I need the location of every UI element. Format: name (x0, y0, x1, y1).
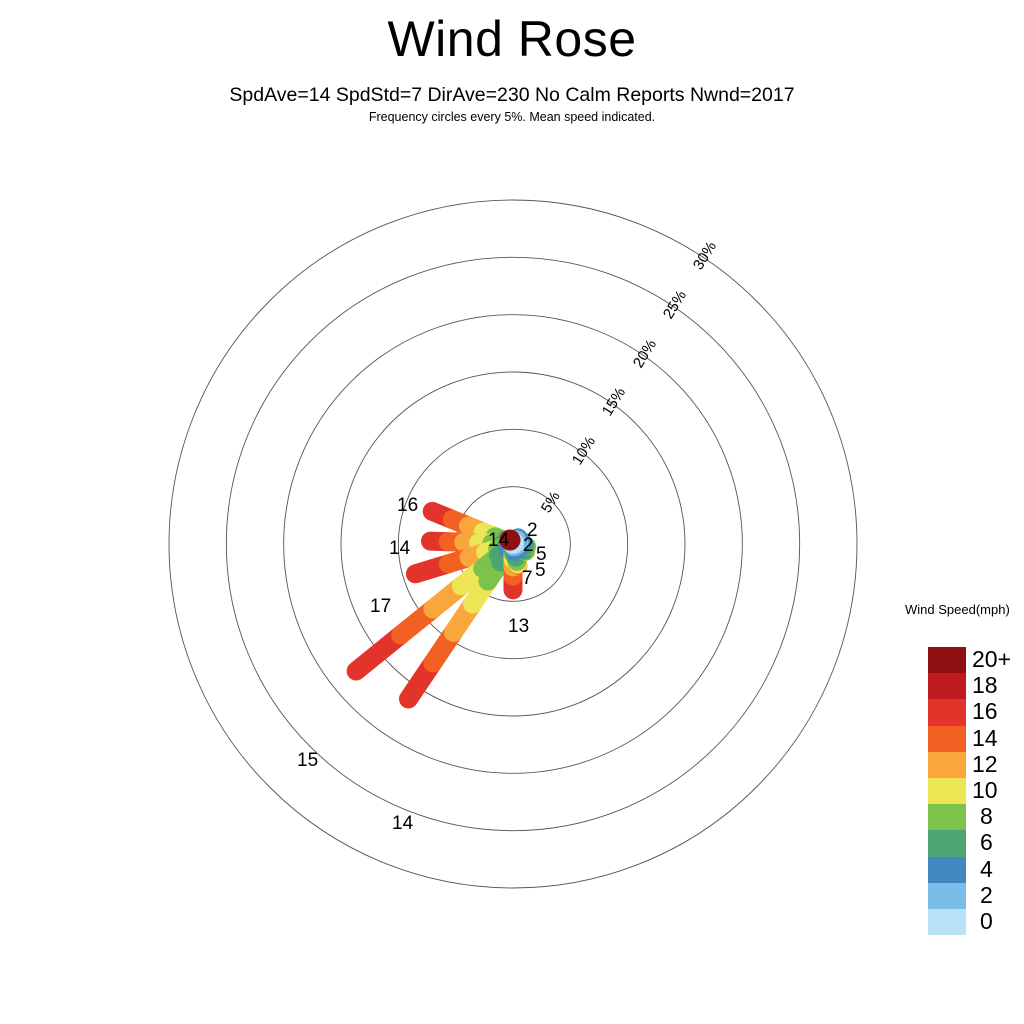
legend-row[interactable]: 8 (928, 803, 993, 831)
petal-hub (499, 529, 521, 551)
legend-row[interactable]: 2 (928, 882, 993, 909)
frequency-ring (168, 199, 858, 889)
legend-color-swatch (928, 830, 966, 857)
legend-row[interactable]: 14 (928, 725, 998, 752)
petal-mean-speed-label: 16 (397, 495, 419, 516)
frequency-ring (283, 314, 743, 774)
legend-label: 20+ (972, 646, 1012, 672)
petal-segment (346, 625, 411, 681)
legend-row[interactable]: 10 (928, 777, 998, 805)
legend-row[interactable]: 20+ (928, 646, 1011, 674)
legend-color-swatch (928, 751, 966, 778)
legend-row[interactable]: 0 (928, 908, 993, 936)
legend-row[interactable]: 4 (928, 856, 993, 883)
petal-mean-speed-label: 17 (370, 596, 392, 617)
legend-label: 6 (980, 829, 993, 856)
petal-mean-speed-label: 5 (536, 544, 547, 565)
legend-label: 10 (972, 776, 998, 803)
legend-color-swatch (928, 856, 966, 883)
petal-mean-speed-label: 7 (522, 568, 533, 589)
petal-mean-speed-label: 2 (523, 535, 534, 556)
chart-subtitle-secondary: Frequency circles every 5%. Mean speed i… (368, 110, 656, 124)
legend-color-swatch (928, 647, 966, 674)
legend-label: 18 (972, 672, 998, 699)
frequency-ring (397, 428, 629, 660)
legend-label: 4 (980, 855, 993, 882)
chart-subtitle: SpdAve=14 SpdStd=7 DirAve=230 No Calm Re… (229, 84, 795, 106)
legend-label: 0 (980, 907, 993, 934)
legend-label: 16 (972, 698, 998, 725)
legend-color-swatch (928, 725, 966, 752)
petal-mean-speed-label: 15 (297, 750, 319, 771)
legend-row[interactable]: 6 (928, 829, 993, 857)
legend-color-swatch (928, 804, 966, 831)
chart-title: Wind Rose (387, 11, 637, 67)
petal-mean-speed-label: 2 (527, 520, 538, 541)
frequency-ring (225, 256, 801, 832)
petal-mean-speed-label: 14 (389, 538, 411, 559)
wind-petals (346, 501, 537, 709)
legend-label: 2 (980, 881, 993, 908)
petal-mean-speed-label: 14 (392, 813, 414, 834)
legend: 20+ 18 16 14 12 10 8 6 4 2 0 (928, 646, 1011, 936)
legend-row[interactable]: 16 (928, 698, 998, 726)
frequency-ring (340, 371, 686, 717)
legend-label: 14 (972, 724, 998, 751)
petal-mean-speed-label: 13 (508, 616, 530, 637)
legend-color-swatch (928, 673, 966, 700)
legend-color-swatch (928, 699, 966, 726)
petal-mean-speed-label: 14 (488, 530, 510, 551)
legend-color-swatch (928, 777, 966, 805)
legend-label: 8 (980, 803, 993, 830)
legend-color-swatch (928, 882, 966, 909)
legend-color-swatch (928, 908, 966, 936)
legend-row[interactable]: 12 (928, 751, 998, 778)
legend-row[interactable]: 18 (928, 672, 998, 700)
legend-label: 12 (972, 750, 998, 777)
frequency-rings (168, 199, 858, 889)
legend-title: Wind Speed(mph) (905, 602, 1010, 617)
petal-mean-speed-label: 5 (535, 560, 546, 581)
